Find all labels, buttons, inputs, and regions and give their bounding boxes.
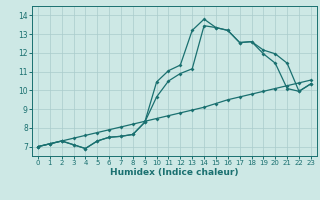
X-axis label: Humidex (Indice chaleur): Humidex (Indice chaleur) bbox=[110, 168, 239, 177]
